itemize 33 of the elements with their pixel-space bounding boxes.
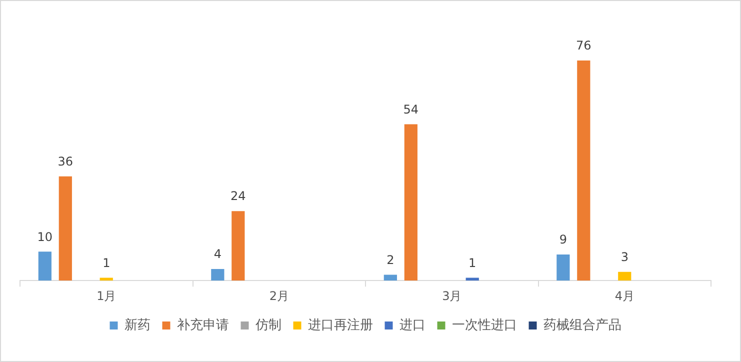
data-label: 10 — [37, 230, 53, 244]
bar — [404, 124, 418, 281]
data-label: 2 — [386, 252, 394, 267]
bar — [38, 252, 52, 281]
bar — [384, 274, 397, 281]
data-label: 36 — [58, 154, 74, 168]
legend-label: 进口 — [399, 318, 426, 333]
data-label: 1 — [102, 256, 110, 270]
legend-label: 进口再注册 — [308, 318, 373, 333]
x-tick-label: 2月 — [269, 288, 289, 303]
data-label: 1 — [468, 256, 476, 270]
bar — [577, 60, 590, 281]
legend-label: 仿制 — [254, 318, 282, 333]
bar — [58, 176, 72, 281]
x-tick-label: 3月 — [442, 288, 462, 303]
bar — [618, 272, 632, 281]
bar — [232, 211, 245, 281]
data-label: 76 — [576, 38, 592, 53]
x-tick-label: 1月 — [96, 288, 116, 303]
data-label: 4 — [214, 247, 222, 262]
x-tick-label: 4月 — [614, 288, 634, 303]
data-label: 9 — [559, 232, 567, 247]
legend-label: 补充申请 — [176, 318, 229, 333]
bar — [211, 269, 224, 281]
bar — [100, 278, 113, 281]
data-label: 3 — [620, 250, 628, 264]
legend-label: 新药 — [124, 318, 150, 333]
legend-label: 药械组合产品 — [543, 318, 622, 333]
data-label: 24 — [230, 189, 246, 204]
bar — [556, 254, 570, 281]
legend-label: 一次性进口 — [452, 318, 517, 333]
bar — [466, 278, 479, 281]
data-label: 54 — [403, 102, 419, 116]
